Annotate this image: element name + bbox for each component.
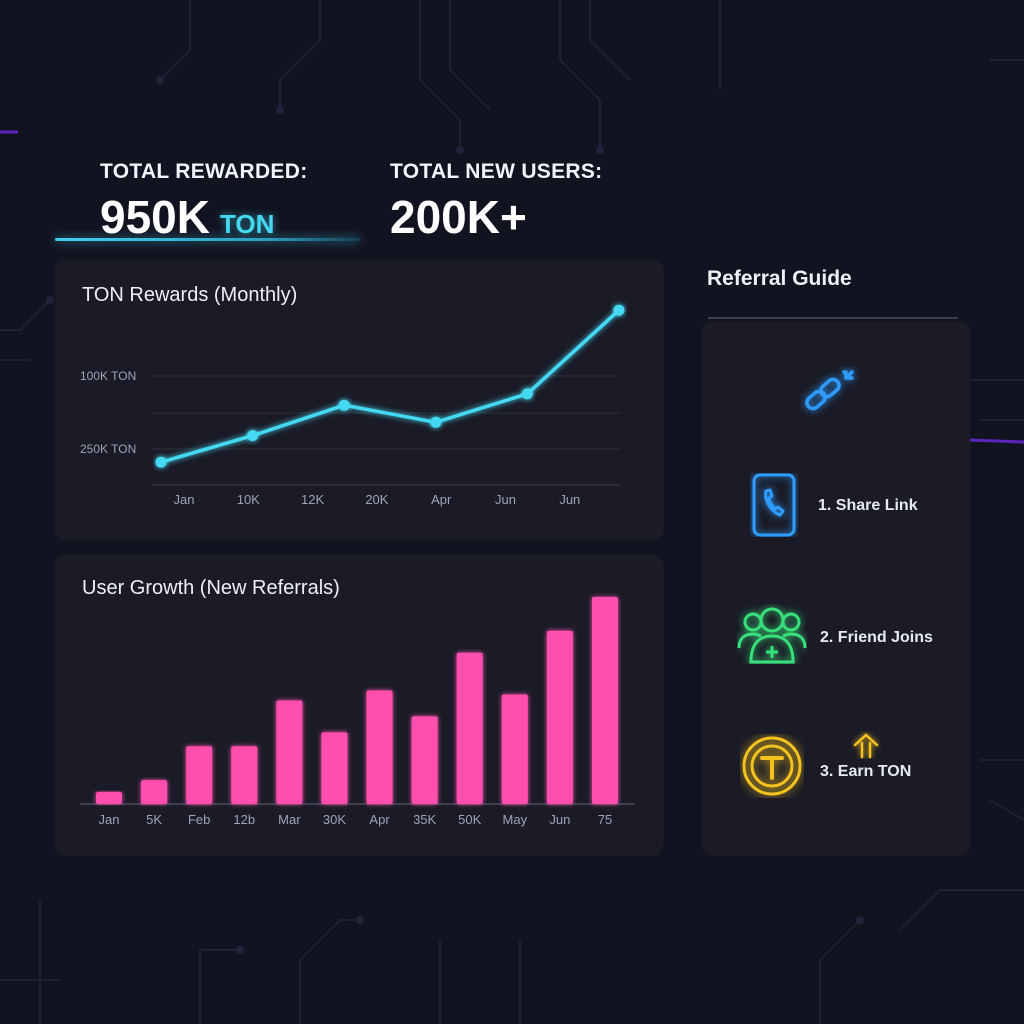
- bar: [276, 700, 303, 804]
- x-tick-label: May: [503, 812, 528, 827]
- data-point: [247, 430, 259, 442]
- data-point: [155, 456, 167, 468]
- data-point: [338, 399, 350, 411]
- bar: [141, 780, 168, 804]
- data-point: [521, 388, 533, 400]
- x-tick-label: 12b: [233, 812, 255, 827]
- x-tick-label: Feb: [188, 812, 210, 827]
- step-friend-joins: 2. Friend Joins: [820, 629, 933, 647]
- y-tick-label: 100K TON: [80, 369, 136, 383]
- x-tick-label: Jan: [99, 812, 120, 827]
- total-rewarded-unit: TON: [219, 209, 275, 239]
- bar: [592, 596, 618, 804]
- x-tick-label: Mar: [278, 812, 301, 827]
- x-tick-label: Jan: [174, 492, 195, 507]
- x-tick-label: 35K: [413, 812, 436, 827]
- total-rewarded-value: 950K TON: [100, 190, 308, 244]
- bar: [366, 690, 393, 804]
- bar: [96, 792, 122, 804]
- x-tick-label: Jun: [495, 492, 516, 507]
- user-growth-title: User Growth (New Referrals): [82, 577, 340, 599]
- bar: [321, 732, 348, 804]
- total-rewarded-amount: 950K: [100, 191, 210, 243]
- total-new-users-value: 200K+: [390, 191, 527, 243]
- friends-add-icon: [737, 607, 807, 664]
- total-rewarded-label: TOTAL REWARDED:: [100, 160, 308, 183]
- step-earn-ton-label: 3. Earn TON: [820, 763, 912, 780]
- bar: [546, 630, 573, 804]
- y-tick-label: 250K TON: [80, 442, 136, 456]
- x-tick-label: 5K: [146, 812, 162, 827]
- phone-icon: [752, 473, 796, 537]
- bar: [501, 694, 528, 804]
- ton-rewards-title: TON Rewards (Monthly): [82, 284, 298, 306]
- x-tick-label: 75: [598, 812, 612, 827]
- x-tick-label: Jun: [559, 492, 580, 507]
- total-new-users-label: TOTAL NEW USERS:: [390, 160, 603, 183]
- double-up-arrow-icon: [853, 733, 879, 759]
- x-tick-label: 30K: [323, 812, 346, 827]
- x-tick-label: 20K: [365, 492, 388, 507]
- total-rewarded-stat: TOTAL REWARDED: 950K TON: [100, 160, 308, 244]
- x-tick-label: Jun: [549, 812, 570, 827]
- referral-guide-title: Referral Guide: [707, 267, 852, 290]
- user-growth-panel: User Growth (New Referrals) Jan 5K Feb 12b M…: [55, 555, 663, 855]
- data-point: [430, 416, 442, 428]
- x-tick-label: 12K: [301, 492, 324, 507]
- data-point: [613, 304, 625, 316]
- step-friend-joins-label: 2. Friend Joins: [820, 629, 933, 646]
- x-tick-label: 50K: [458, 812, 481, 827]
- user-growth-bar-chart: Jan 5K Feb 12b Mar 30K Apr 35K 50K May Jun 75: [80, 596, 635, 827]
- step-share-link: 1. Share Link: [818, 497, 918, 515]
- referral-guide-panel: [702, 322, 970, 855]
- ton-rewards-panel: TON Rewards (Monthly) 100K TON 250K TON Ja…: [55, 260, 663, 540]
- stat-underline: [55, 238, 360, 241]
- bar: [186, 746, 213, 804]
- series-line: [160, 308, 621, 464]
- bar: [456, 652, 483, 804]
- link-icon: [805, 370, 854, 411]
- x-tick-label: Apr: [369, 812, 390, 827]
- total-new-users-stat: TOTAL NEW USERS: 200K+: [390, 160, 602, 244]
- bar: [411, 716, 438, 804]
- step-share-link-label: 1. Share Link: [818, 497, 918, 514]
- x-tick-label: 10K: [237, 492, 260, 507]
- step-earn-ton: 3. Earn TON: [820, 763, 911, 781]
- bar: [231, 746, 258, 804]
- x-tick-label: Apr: [431, 492, 452, 507]
- guide-divider: [708, 317, 958, 319]
- ton-rewards-line-chart: 100K TON 250K TON Jan 10K 12K 20K Apr Jun Jun: [80, 304, 625, 507]
- ton-coin-icon: [742, 736, 802, 796]
